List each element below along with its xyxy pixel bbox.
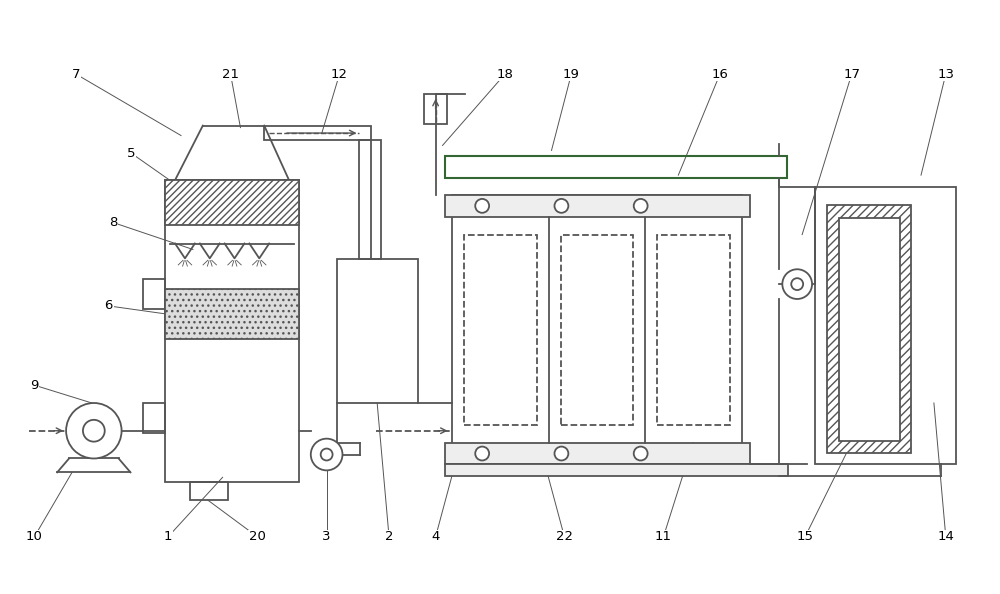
Circle shape bbox=[311, 438, 342, 470]
Text: 21: 21 bbox=[222, 68, 239, 81]
Text: 12: 12 bbox=[331, 68, 348, 81]
Bar bbox=[165, 180, 299, 225]
Bar bbox=[359, 140, 381, 260]
Bar bbox=[839, 218, 900, 441]
Circle shape bbox=[554, 199, 568, 213]
Bar bbox=[561, 235, 633, 425]
Text: 20: 20 bbox=[249, 530, 266, 544]
Text: 14: 14 bbox=[937, 530, 954, 544]
Text: 3: 3 bbox=[322, 530, 331, 544]
Circle shape bbox=[83, 420, 105, 441]
Text: 8: 8 bbox=[109, 216, 118, 229]
Text: 7: 7 bbox=[72, 68, 80, 81]
Circle shape bbox=[791, 278, 803, 290]
Bar bbox=[657, 235, 730, 425]
Bar bbox=[464, 235, 537, 425]
Text: 2: 2 bbox=[385, 530, 393, 544]
Bar bbox=[827, 205, 911, 453]
Text: 19: 19 bbox=[563, 68, 580, 81]
Text: 6: 6 bbox=[105, 299, 113, 312]
Bar bbox=[445, 465, 788, 476]
Text: 11: 11 bbox=[655, 530, 672, 544]
Bar bbox=[143, 279, 165, 309]
Circle shape bbox=[782, 269, 812, 299]
Bar bbox=[143, 403, 165, 432]
Bar bbox=[445, 156, 787, 178]
Text: 13: 13 bbox=[937, 68, 954, 81]
Bar bbox=[452, 195, 742, 465]
Bar bbox=[337, 260, 418, 403]
Text: 18: 18 bbox=[497, 68, 513, 81]
Circle shape bbox=[475, 199, 489, 213]
Text: 1: 1 bbox=[164, 530, 172, 544]
Text: 16: 16 bbox=[711, 68, 728, 81]
Circle shape bbox=[634, 199, 648, 213]
Bar bbox=[815, 187, 956, 465]
Text: 22: 22 bbox=[556, 530, 573, 544]
Circle shape bbox=[66, 403, 122, 459]
Circle shape bbox=[634, 447, 648, 460]
Bar bbox=[165, 289, 299, 339]
Bar bbox=[445, 195, 750, 217]
Circle shape bbox=[554, 447, 568, 460]
Bar bbox=[190, 482, 228, 500]
Text: 10: 10 bbox=[26, 530, 43, 544]
Text: 5: 5 bbox=[127, 147, 136, 160]
Text: 4: 4 bbox=[431, 530, 440, 544]
Bar bbox=[424, 94, 447, 124]
Circle shape bbox=[475, 447, 489, 460]
Bar bbox=[445, 443, 750, 465]
Bar bbox=[165, 180, 299, 482]
Text: 9: 9 bbox=[30, 378, 39, 391]
Circle shape bbox=[321, 448, 333, 460]
Text: 15: 15 bbox=[797, 530, 814, 544]
Text: 17: 17 bbox=[843, 68, 860, 81]
Bar bbox=[264, 125, 371, 140]
